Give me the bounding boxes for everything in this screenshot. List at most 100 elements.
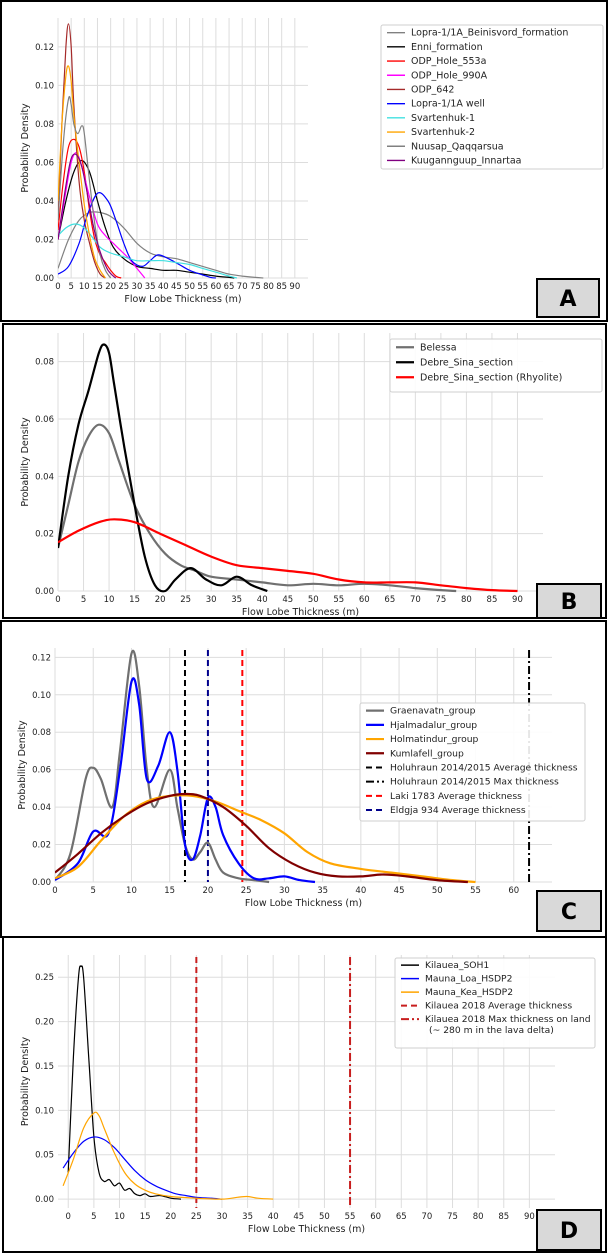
x-tick-label: 25 — [241, 886, 252, 896]
panel-frame — [2, 323, 607, 619]
y-tick-label: 0.02 — [32, 841, 51, 851]
x-tick-label: 20 — [105, 282, 116, 292]
x-tick-label: 10 — [114, 1212, 125, 1222]
y-tick-label: 0.10 — [32, 691, 51, 701]
series-line — [58, 223, 238, 279]
y-tick-label: 0.00 — [35, 1195, 54, 1205]
x-tick-label: 60 — [210, 282, 221, 292]
legend-label: Enni_formation — [411, 42, 483, 53]
y-tick-label: 0.02 — [35, 235, 54, 245]
x-tick-label: 70 — [421, 1212, 432, 1222]
y-axis-label: Probability Density — [20, 103, 31, 193]
x-axis-label: Flow Lobe Thickness (m) — [124, 294, 241, 305]
panel-letter: D — [560, 1219, 578, 1244]
series-line — [62, 1111, 274, 1200]
x-tick-label: 5 — [81, 595, 86, 605]
x-tick-label: 0 — [52, 886, 57, 896]
x-tick-label: 35 — [145, 282, 156, 292]
x-tick-label: 50 — [319, 1212, 330, 1222]
series-line — [55, 677, 316, 884]
x-tick-label: 15 — [140, 1212, 151, 1222]
panel-a: 0 5 10 15 20 25 30 35 40 45 50 55 60 65 70 75 80 85 90 0.00… — [0, 0, 608, 322]
x-tick-label: 90 — [524, 1212, 535, 1222]
legend-label: Svartenhuk-2 — [411, 127, 475, 138]
y-tick-label: 0.04 — [32, 803, 51, 813]
x-tick-label: 75 — [250, 282, 261, 292]
legend-label: Lopra-1/1A_Beinisvord_formation — [411, 28, 568, 39]
x-tick-label: 25 — [191, 1212, 202, 1222]
y-tick-label: 0.08 — [32, 728, 51, 738]
x-tick-label: 30 — [279, 886, 290, 896]
legend-box — [394, 957, 596, 1049]
x-tick-label: 45 — [171, 282, 182, 292]
x-tick-label: 5 — [91, 886, 96, 896]
panel-letter-box — [536, 890, 602, 932]
x-tick-label: 85 — [276, 282, 287, 292]
legend-label: Lopra-1/1A well — [411, 99, 485, 110]
x-tick-label: 0 — [55, 282, 60, 292]
series-line — [58, 95, 112, 279]
x-tick-label: 20 — [165, 1212, 176, 1222]
legend-label: Kilauea_SOH1 — [425, 960, 489, 971]
x-tick-label: 45 — [282, 595, 293, 605]
series-line — [58, 343, 268, 593]
legend-box — [380, 24, 604, 170]
x-tick-label: 30 — [217, 1212, 228, 1222]
legend-box — [389, 338, 603, 393]
panel-letter-box — [536, 583, 602, 619]
y-tick-label: 0.15 — [35, 1062, 54, 1072]
y-tick-label: 0.20 — [35, 1018, 54, 1028]
x-tick-label: 20 — [155, 595, 166, 605]
x-tick-label: 35 — [231, 595, 242, 605]
x-tick-label: 55 — [345, 1212, 356, 1222]
series-line — [55, 792, 468, 884]
x-tick-label: 85 — [498, 1212, 509, 1222]
legend-label: Debre_Sina_section — [420, 357, 513, 368]
legend-label: Laki 1783 Average thickness — [390, 791, 522, 802]
x-tick-label: 40 — [268, 1212, 279, 1222]
y-tick-label: 0.25 — [35, 973, 54, 983]
legend-label: Hjalmadalur_group — [390, 720, 477, 731]
series-line — [58, 518, 518, 593]
y-tick-label: 0.05 — [35, 1151, 54, 1161]
x-tick-label: 75 — [447, 1212, 458, 1222]
legend-label-line2: (~ 280 m in the lava delta) — [429, 1025, 554, 1036]
x-tick-label: 10 — [126, 886, 137, 896]
x-tick-label: 90 — [512, 595, 523, 605]
panel-letter: A — [559, 287, 576, 312]
y-tick-label: 0.00 — [35, 274, 54, 284]
x-tick-label: 15 — [92, 282, 103, 292]
panel-d: 0 5 10 15 20 25 30 35 40 45 50 55 60 65 70 75 80 85 90 0.00… — [2, 936, 607, 1253]
x-tick-label: 65 — [396, 1212, 407, 1222]
y-axis-label: Probability Density — [17, 720, 28, 810]
x-tick-label: 60 — [359, 595, 370, 605]
x-tick-label: 80 — [473, 1212, 484, 1222]
y-axis-label: Probability Density — [20, 1036, 31, 1126]
x-tick-label: 55 — [333, 595, 344, 605]
x-tick-label: 55 — [470, 886, 481, 896]
panel-letter-box — [536, 278, 600, 318]
x-tick-label: 30 — [206, 595, 217, 605]
legend-label: Holuhraun 2014/2015 Average thickness — [390, 762, 578, 773]
legend-label: Kuugannguup_Innartaa — [411, 155, 521, 166]
series-line — [62, 1136, 223, 1200]
y-tick-label: 0.08 — [35, 120, 54, 130]
x-tick-label: 40 — [158, 282, 169, 292]
x-tick-label: 80 — [263, 282, 274, 292]
y-tick-label: 0.00 — [32, 878, 51, 888]
x-tick-label: 50 — [308, 595, 319, 605]
series-line — [55, 649, 270, 884]
x-tick-label: 15 — [129, 595, 140, 605]
y-axis-label: Probability Density — [20, 417, 31, 507]
y-tick-label: 0.12 — [35, 43, 54, 53]
x-tick-label: 0 — [66, 1212, 71, 1222]
legend-label: ODP_Hole_553a — [411, 56, 486, 67]
y-tick-label: 0.12 — [32, 653, 51, 663]
x-tick-label: 5 — [91, 1212, 96, 1222]
y-tick-label: 0.06 — [35, 158, 54, 168]
x-tick-label: 45 — [394, 886, 405, 896]
x-tick-label: 0 — [55, 595, 60, 605]
series-line — [58, 65, 106, 279]
